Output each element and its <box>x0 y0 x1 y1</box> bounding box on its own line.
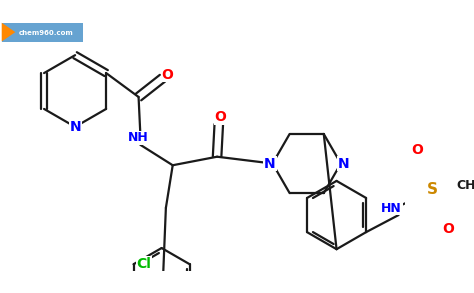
Text: N: N <box>337 156 349 171</box>
Text: HN: HN <box>382 202 402 215</box>
Text: Cl: Cl <box>137 257 151 270</box>
Text: NH: NH <box>128 132 149 144</box>
FancyBboxPatch shape <box>2 23 83 42</box>
Text: O: O <box>411 143 423 157</box>
Text: S: S <box>427 182 438 197</box>
Text: CH: CH <box>456 179 474 192</box>
Text: O: O <box>215 110 227 125</box>
Text: N: N <box>69 120 81 134</box>
Text: O: O <box>162 68 173 82</box>
Text: N: N <box>264 156 276 171</box>
Text: O: O <box>442 222 454 236</box>
Text: chem960.com: chem960.com <box>19 30 73 36</box>
Polygon shape <box>2 23 15 42</box>
